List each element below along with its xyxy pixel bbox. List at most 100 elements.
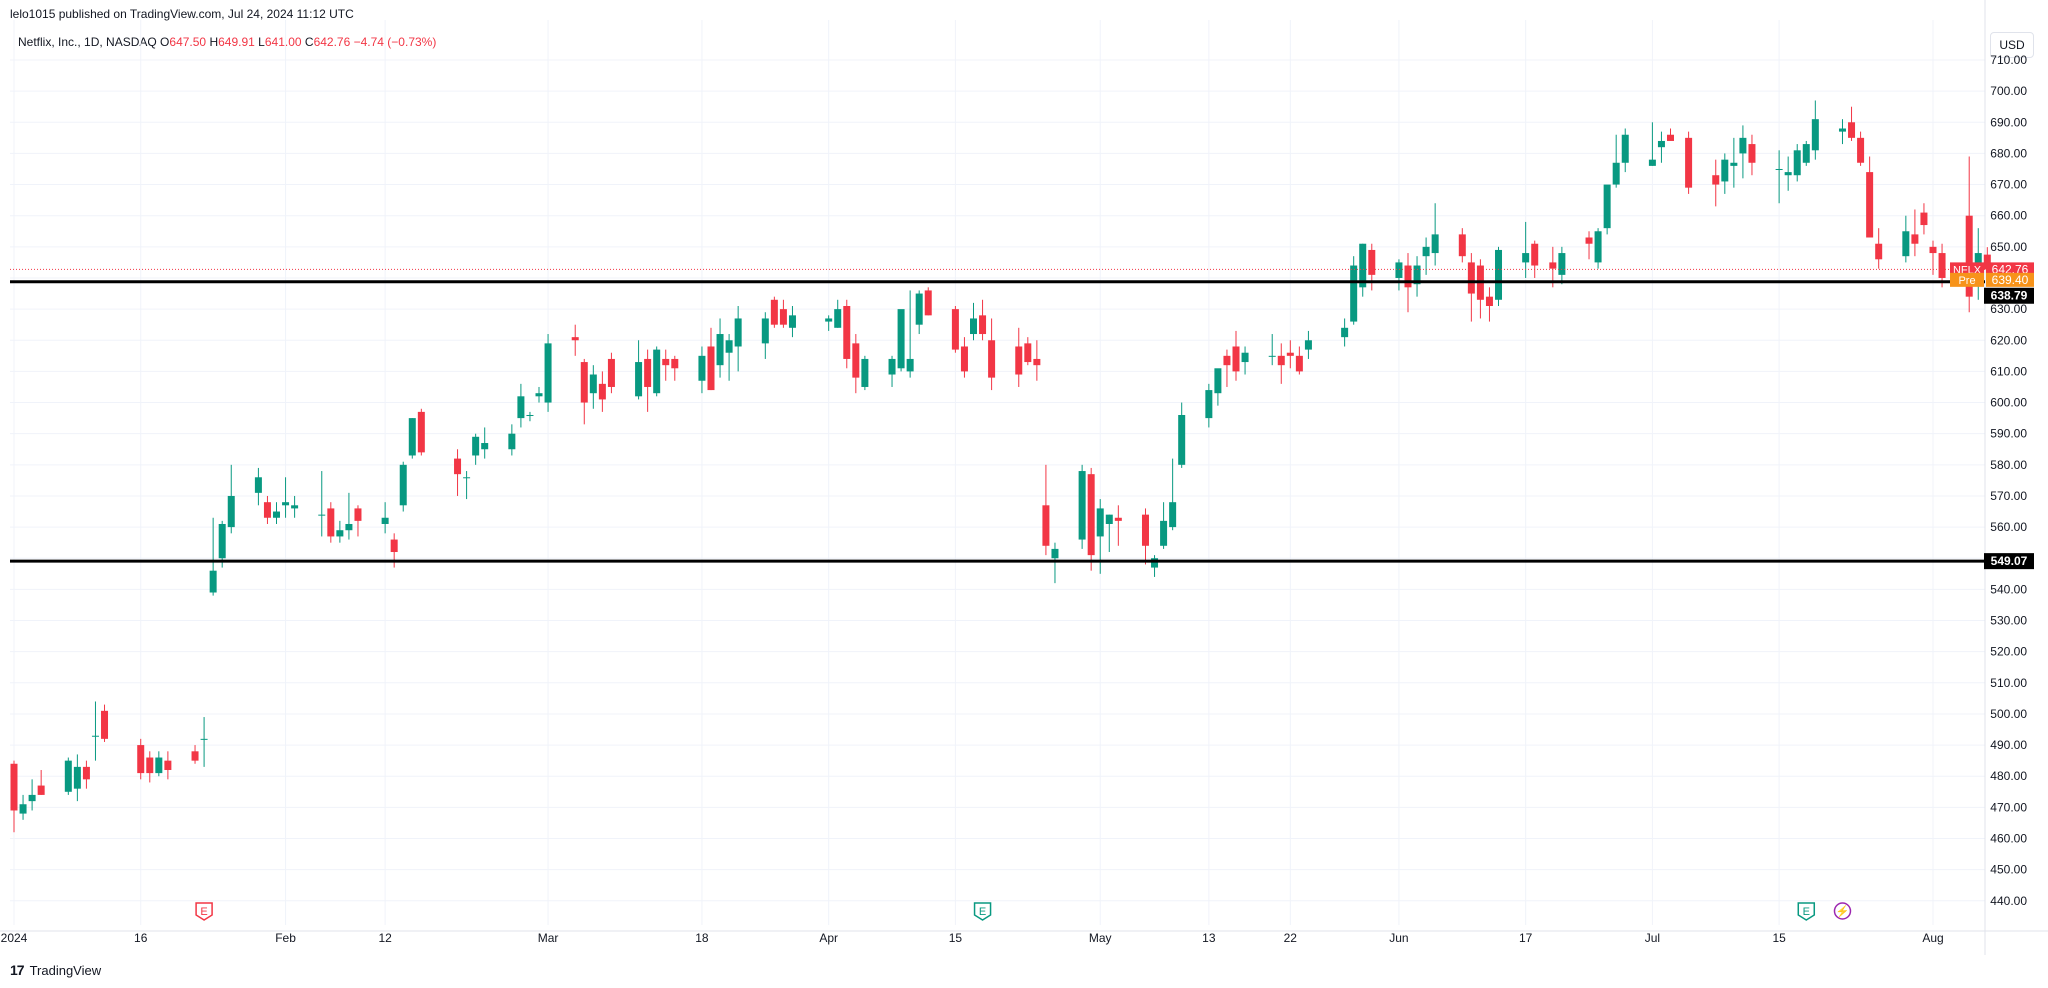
candle — [1603, 184, 1611, 235]
candle-body — [1775, 168, 1783, 170]
plot-border — [0, 0, 2048, 955]
candle-body — [454, 458, 462, 475]
candle-body — [1160, 520, 1168, 546]
candle-body — [1902, 231, 1910, 257]
candle-body — [1087, 474, 1095, 556]
candle — [970, 302, 977, 341]
candle — [73, 754, 81, 802]
candle-body — [960, 346, 968, 372]
candle-body — [1205, 390, 1213, 419]
candle — [282, 477, 290, 518]
candle-body — [970, 318, 977, 335]
candle — [463, 471, 471, 500]
candle — [399, 461, 407, 512]
candle-body — [291, 505, 299, 509]
y-tick-label: 450.00 — [1990, 863, 2027, 877]
candle — [1151, 555, 1159, 577]
candle — [1866, 156, 1874, 238]
candle — [770, 296, 778, 328]
candle — [571, 324, 579, 356]
candle-body — [888, 358, 896, 375]
candle — [273, 502, 281, 524]
y-tick-label: 660.00 — [1990, 209, 2027, 223]
candle-body — [861, 358, 869, 387]
candle — [644, 349, 652, 412]
candle-body — [906, 358, 914, 372]
candle-body — [897, 309, 905, 369]
open-value: 647.50 — [169, 35, 207, 49]
candle-body — [399, 464, 407, 506]
candle — [354, 505, 362, 537]
candle — [1775, 150, 1783, 204]
candle-body — [1169, 502, 1177, 528]
y-tick-label: 710.00 — [1990, 53, 2027, 67]
candle-body — [1929, 246, 1937, 254]
y-tick-label: 490.00 — [1990, 738, 2027, 752]
y-tick-label: 680.00 — [1990, 146, 2027, 160]
y-tick-label: 590.00 — [1990, 427, 2027, 441]
published-by-text: lelo1015 published on TradingView.com, J… — [10, 7, 354, 21]
candle-body — [1522, 253, 1530, 263]
candle-body — [544, 343, 552, 403]
candle — [200, 717, 208, 767]
candle-body — [535, 393, 543, 397]
candle-body — [1286, 352, 1294, 356]
candle-body — [1422, 246, 1430, 257]
y-axis: 440.00 450.00 460.00 470.00 480.00 490.00 500.… — [1990, 53, 2027, 908]
candle-body — [1485, 296, 1493, 307]
candle-body — [1712, 175, 1720, 185]
candle-body — [1748, 144, 1756, 163]
candle — [1214, 368, 1222, 406]
candle — [1277, 343, 1285, 384]
candle-body — [282, 502, 290, 506]
candle-body — [10, 763, 18, 811]
candle-body — [155, 757, 163, 774]
tradingview-logo[interactable]: 17 TradingView — [10, 962, 101, 978]
candle — [1341, 318, 1349, 347]
candle — [1522, 221, 1530, 278]
candle — [635, 340, 643, 400]
candle — [1838, 119, 1846, 145]
candle — [327, 502, 335, 543]
candle-body — [19, 804, 27, 814]
candle-body — [635, 362, 643, 397]
earnings-marker-icon: E — [973, 902, 992, 921]
candle — [1558, 246, 1566, 285]
candle-body — [1105, 514, 1113, 524]
candle-body — [589, 374, 597, 394]
candle — [1811, 100, 1819, 160]
candle-body — [1096, 508, 1104, 537]
x-tick-label: Mar — [538, 931, 559, 945]
high-label: H — [209, 35, 219, 49]
candle — [1531, 240, 1539, 278]
high-value: 649.91 — [218, 35, 255, 49]
candle — [1485, 287, 1493, 322]
y-tick-label: 620.00 — [1990, 333, 2027, 347]
candle — [1304, 330, 1312, 359]
candle — [707, 327, 715, 391]
candle-body — [381, 517, 389, 524]
candle — [1241, 346, 1249, 375]
candle-body — [1685, 137, 1693, 188]
candle-body — [146, 757, 154, 774]
earnings-marker-icon: E — [195, 902, 213, 921]
x-tick-label: Apr — [819, 931, 838, 945]
event-marker-label: E — [200, 906, 207, 918]
symbol-title: Netflix, Inc., 1D, NASDAQ — [18, 35, 157, 49]
candle-body — [1549, 262, 1557, 269]
currency-button[interactable]: USD — [1990, 32, 2034, 58]
candle — [1467, 253, 1475, 322]
x-tick-label: 17 — [1519, 931, 1533, 945]
candle — [1286, 340, 1294, 369]
price-tag-value: 639.40 — [1992, 273, 2029, 287]
candle-body — [327, 508, 335, 537]
candle-body — [263, 502, 271, 518]
candle-body — [761, 318, 769, 344]
candle-body — [770, 299, 778, 325]
candle — [64, 757, 72, 795]
candle — [960, 337, 968, 378]
candle-body — [1141, 514, 1149, 546]
earnings-marker-icon: E — [1797, 902, 1816, 921]
candle — [988, 318, 996, 391]
